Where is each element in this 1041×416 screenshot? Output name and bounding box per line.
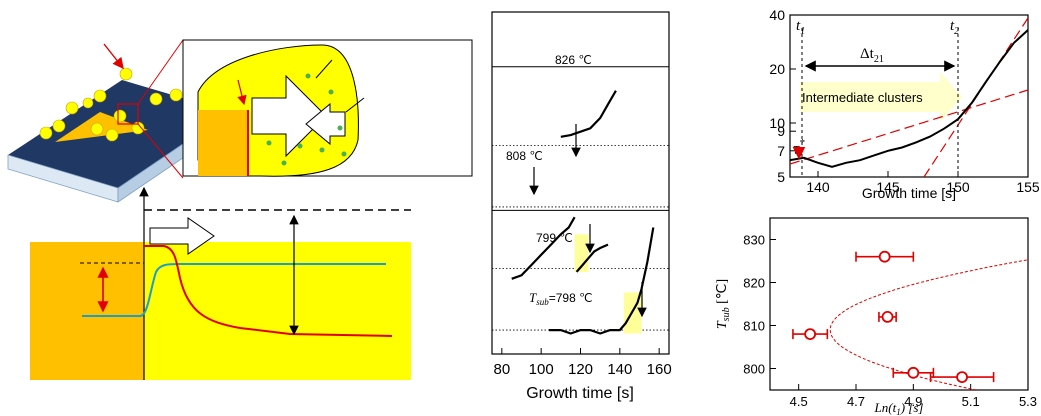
nucleus-dot xyxy=(90,122,104,136)
x-tick-label: 100 xyxy=(529,361,554,378)
y-tick-label: 830 xyxy=(743,233,765,248)
t2-label: t2 xyxy=(950,18,959,37)
y-axis-label: Tsub [℃] xyxy=(715,279,732,329)
x-axis-label: Growth time [s] xyxy=(526,385,634,402)
label-808: 808 ℃ xyxy=(506,149,543,163)
y-tick-label: 9 xyxy=(777,123,785,139)
growth-curve xyxy=(511,216,576,280)
y-tick-label: 20 xyxy=(769,61,785,77)
growth-curve xyxy=(575,243,609,273)
x-tick-label: 145 xyxy=(876,179,900,195)
cluster-dot xyxy=(337,125,343,131)
cluster-dot xyxy=(297,143,303,149)
nucleus-dot xyxy=(65,101,79,115)
red-profile-curve xyxy=(144,245,393,337)
fit-curve xyxy=(829,259,1028,390)
delta-t21-label: Δt21 xyxy=(860,46,884,65)
growth-arrow-small xyxy=(305,102,346,146)
crystal-region xyxy=(198,110,248,176)
scatter-panel: 4.5 4.7 4.9 5.1 5.3 800 810 820 830 Ln(t1) [s] T… xyxy=(715,217,1037,416)
nucleus-dot xyxy=(105,128,119,142)
nucleus-dot xyxy=(169,88,183,102)
growth-curve xyxy=(549,227,655,335)
data-point xyxy=(907,366,920,379)
label-tsub: Tsub=798 ℃ xyxy=(529,290,593,307)
y-tick-label: 7 xyxy=(777,143,785,159)
x-tick-label: 4.7 xyxy=(847,394,865,409)
pointer-line xyxy=(345,97,365,113)
y-tick-label: 800 xyxy=(743,362,765,377)
film-band xyxy=(144,242,411,380)
x-tick-label: 5.1 xyxy=(962,394,980,409)
data-point xyxy=(881,310,894,323)
label-799: 799 ℃ xyxy=(536,231,573,245)
red-arrow xyxy=(103,43,124,70)
nucleus-dot xyxy=(39,126,53,140)
blue-profile-curve xyxy=(82,263,386,317)
crystal-band xyxy=(30,242,144,380)
growth-curve xyxy=(560,90,617,138)
zoomed-interface xyxy=(182,39,473,177)
red-arrow xyxy=(237,79,247,106)
plot-frame xyxy=(769,217,1029,391)
fit-line xyxy=(790,89,1028,165)
cluster-dot xyxy=(341,151,347,157)
nucleus-dot xyxy=(149,92,163,106)
cluster-dots xyxy=(266,73,347,166)
growth-curve xyxy=(790,29,1028,168)
growth-arrow-large xyxy=(251,74,327,158)
nucleus-dot xyxy=(93,89,107,103)
cluster-dot xyxy=(328,89,334,95)
nucleus-dot xyxy=(52,119,66,133)
x-tick-label: 80 xyxy=(493,361,510,378)
block-arrow xyxy=(149,217,215,255)
zoom-line xyxy=(137,39,184,105)
plot-frame xyxy=(789,14,1029,178)
substrate-top xyxy=(8,80,230,188)
zoom-region-box xyxy=(117,103,139,125)
cluster-dot xyxy=(281,160,287,166)
y-tick-label: 810 xyxy=(743,319,765,334)
nucleus-dot xyxy=(113,109,127,123)
nuclei-dots xyxy=(39,67,183,142)
y-tick-label: 10 xyxy=(769,115,785,131)
cluster-dot xyxy=(305,73,311,79)
cluster-dot xyxy=(319,147,325,153)
growth-curves-panel: 80 100 120 140 160 826 ℃ 808 ℃ 799 ℃ Tsub=79… xyxy=(491,11,672,402)
x-axis-label: Growth time [s] xyxy=(862,185,956,201)
zoom-line xyxy=(137,123,184,179)
intermediate-clusters-band xyxy=(800,82,940,112)
cluster-dot xyxy=(266,140,272,146)
data-point xyxy=(956,371,968,384)
nucleus-dot xyxy=(82,97,94,109)
t1-label: t1 xyxy=(796,18,805,37)
x-axis-label: Ln(t1) [s] xyxy=(874,400,924,416)
pointer-line xyxy=(315,59,333,79)
x-tick-label: 4.5 xyxy=(790,394,808,409)
x-tick-label: 160 xyxy=(647,361,672,378)
x-tick-label: 120 xyxy=(568,361,593,378)
y-tick-label: 820 xyxy=(743,276,765,291)
intermediate-clusters-label: Intermediate clusters xyxy=(802,90,923,105)
x-tick-label: 140 xyxy=(806,179,830,195)
y-tick-label: 40 xyxy=(769,7,785,23)
profile-schematic xyxy=(30,186,411,380)
nucleus-dot xyxy=(119,67,133,81)
log-growth-panel: 140 145 150 155 5 7 910 20 40 t1 t2 Δt21 Interme… xyxy=(769,7,1039,201)
x-tick-label: 150 xyxy=(946,179,970,195)
substrate-schematic xyxy=(7,39,231,203)
x-tick-label: 4.9 xyxy=(904,394,922,409)
x-tick-label: 155 xyxy=(1016,179,1040,195)
data-point xyxy=(878,250,891,263)
y-tick-label: 5 xyxy=(777,169,785,185)
x-tick-label: 140 xyxy=(607,361,632,378)
x-tick-label: 5.3 xyxy=(1019,394,1037,409)
intermediate-arrow-head xyxy=(940,72,962,122)
label-826: 826 ℃ xyxy=(555,53,592,67)
data-point xyxy=(804,328,817,341)
